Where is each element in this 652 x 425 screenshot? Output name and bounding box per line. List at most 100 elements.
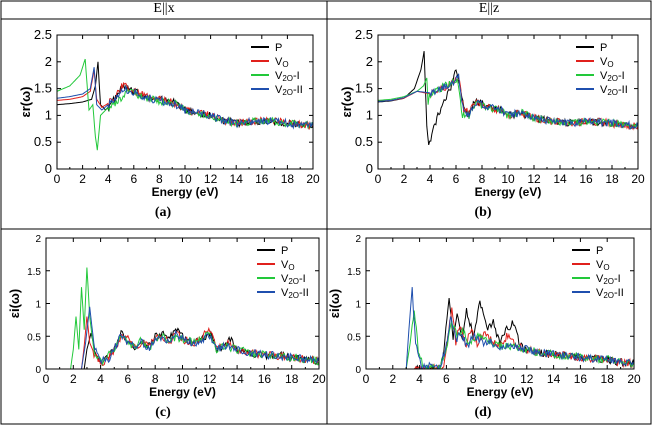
legend-label-b: VO bbox=[600, 56, 614, 69]
series-line-v20-i-b bbox=[378, 77, 638, 130]
y-axis-label-a: εr(ω) bbox=[18, 87, 33, 118]
x-tick-label-c: 12 bbox=[203, 372, 217, 386]
x-tick-label-a: 8 bbox=[156, 172, 163, 186]
legend-label-c: P bbox=[281, 245, 288, 257]
x-tick-label-a: 18 bbox=[281, 172, 295, 186]
x-axis-label-d: Energy (eV) bbox=[467, 385, 534, 399]
caption-d: (d) bbox=[474, 405, 492, 420]
x-tick-label-b: 14 bbox=[553, 172, 567, 186]
x-tick-label-a: 10 bbox=[178, 172, 192, 186]
x-tick-label-b: 6 bbox=[453, 172, 460, 186]
x-tick-label-b: 20 bbox=[631, 172, 645, 186]
x-tick-label-a: 0 bbox=[54, 172, 61, 186]
x-tick-label-d: 10 bbox=[493, 372, 507, 386]
x-tick-label-c: 18 bbox=[285, 372, 299, 386]
x-tick-label-a: 12 bbox=[204, 172, 218, 186]
series-line-v20-i-d bbox=[366, 310, 634, 369]
x-tick-label-b: 10 bbox=[501, 172, 515, 186]
x-tick-label-b: 16 bbox=[579, 172, 593, 186]
x-tick-label-b: 12 bbox=[527, 172, 541, 186]
series-line-v20-ii-d bbox=[366, 287, 634, 369]
series-line-v0-c bbox=[46, 316, 319, 369]
y-tick-label-a: 2 bbox=[45, 54, 52, 69]
x-tick-label-b: 8 bbox=[479, 172, 486, 186]
x-tick-label-a: 6 bbox=[130, 172, 137, 186]
y-tick-label-a: 1 bbox=[45, 107, 52, 122]
y-tick-label-a: 2.5 bbox=[34, 27, 52, 42]
legend-label-d: VO bbox=[596, 259, 610, 272]
y-tick-label-d: 2 bbox=[355, 234, 361, 245]
x-tick-label-b: 2 bbox=[401, 172, 408, 186]
x-tick-label-d: 8 bbox=[470, 372, 477, 386]
y-tick-label-d: 1 bbox=[355, 300, 361, 311]
x-tick-label-c: 10 bbox=[176, 372, 190, 386]
y-tick-label-b: 2 bbox=[366, 54, 373, 69]
x-tick-label-d: 6 bbox=[443, 372, 450, 386]
legend-label-a: P bbox=[275, 42, 282, 54]
chart-panel-d: 0 2 4 6 8 10 12 14 16 18 20 0 0.5 1 1.5 2 Energy (eV) εi(… bbox=[327, 234, 641, 399]
y-tick-label-c: 1.5 bbox=[27, 267, 41, 278]
y-tick-label-b: 0 bbox=[366, 161, 373, 176]
header-ex: E||x bbox=[153, 1, 175, 16]
chart-panel-a: 0 2 4 6 8 10 12 14 16 18 20 0 0.5 1 1.5 2 2.5 Energy (eV)… bbox=[18, 27, 320, 199]
x-tick-label-d: 0 bbox=[363, 372, 370, 386]
legend-label-c: VO bbox=[281, 259, 295, 272]
x-tick-label-d: 20 bbox=[627, 372, 641, 386]
x-tick-label-d: 18 bbox=[601, 372, 615, 386]
series-line-p-b bbox=[378, 51, 638, 146]
y-axis-label-c: εi(ω) bbox=[7, 289, 22, 318]
legend-label-a: V2O-II bbox=[275, 84, 303, 97]
caption-a: (a) bbox=[154, 205, 172, 220]
x-tick-label-b: 4 bbox=[427, 172, 434, 186]
x-tick-label-b: 18 bbox=[605, 172, 619, 186]
y-tick-label-b: 1 bbox=[366, 107, 373, 122]
x-tick-label-c: 14 bbox=[230, 372, 244, 386]
y-tick-label-b: 0.5 bbox=[355, 134, 373, 149]
series-line-v0-d bbox=[366, 307, 634, 369]
caption-b: (b) bbox=[474, 205, 492, 220]
legend-label-c: V2O-II bbox=[281, 287, 309, 300]
y-tick-label-b: 1.5 bbox=[355, 81, 373, 96]
x-tick-label-a: 20 bbox=[306, 172, 320, 186]
y-tick-label-d: 1.5 bbox=[347, 267, 361, 278]
y-tick-label-a: 0.5 bbox=[34, 134, 52, 149]
series-line-v20-ii-a bbox=[57, 67, 313, 130]
y-tick-label-c: 1 bbox=[35, 300, 41, 311]
legend-label-d: V2O-I bbox=[596, 273, 621, 286]
chart-panel-c: 0 2 4 6 8 10 12 14 16 18 20 0 0.5 1 1.5 2 Energy (eV) εi(… bbox=[7, 234, 326, 399]
series-line-v20-ii-b bbox=[378, 73, 638, 130]
legend-label-d: V2O-II bbox=[596, 287, 624, 300]
x-tick-label-c: 8 bbox=[152, 372, 159, 386]
x-tick-label-a: 14 bbox=[230, 172, 244, 186]
legend-label-d: P bbox=[596, 245, 603, 257]
x-axis-label-a: Energy (eV) bbox=[152, 185, 219, 199]
y-axis-label-d: εi(ω) bbox=[327, 289, 342, 318]
y-tick-label-c: 0 bbox=[35, 365, 41, 376]
y-tick-label-d: 0.5 bbox=[347, 332, 361, 343]
x-tick-label-d: 16 bbox=[574, 372, 588, 386]
x-tick-label-d: 12 bbox=[520, 372, 534, 386]
legend-label-b: P bbox=[600, 42, 607, 54]
y-axis-label-b: εr(ω) bbox=[339, 87, 354, 118]
caption-c: (c) bbox=[155, 405, 171, 420]
x-tick-label-c: 2 bbox=[70, 372, 77, 386]
y-tick-label-c: 2 bbox=[35, 234, 41, 245]
legend-label-b: V2O-II bbox=[600, 84, 628, 97]
y-tick-label-a: 1.5 bbox=[34, 81, 52, 96]
y-tick-label-b: 2.5 bbox=[355, 27, 373, 42]
x-tick-label-c: 16 bbox=[258, 372, 272, 386]
y-tick-label-c: 0.5 bbox=[27, 332, 41, 343]
x-axis-label-c: Energy (eV) bbox=[149, 385, 216, 399]
x-tick-label-c: 0 bbox=[43, 372, 50, 386]
x-tick-label-c: 6 bbox=[125, 372, 132, 386]
x-tick-label-a: 2 bbox=[79, 172, 86, 186]
legend-label-a: V2O-I bbox=[275, 70, 300, 83]
x-tick-label-a: 16 bbox=[255, 172, 269, 186]
legend-label-c: V2O-I bbox=[281, 273, 306, 286]
y-tick-label-a: 0 bbox=[45, 161, 52, 176]
series-line-v20-ii-c bbox=[46, 306, 319, 369]
series-line-p-a bbox=[57, 61, 313, 130]
x-tick-label-d: 14 bbox=[547, 372, 561, 386]
